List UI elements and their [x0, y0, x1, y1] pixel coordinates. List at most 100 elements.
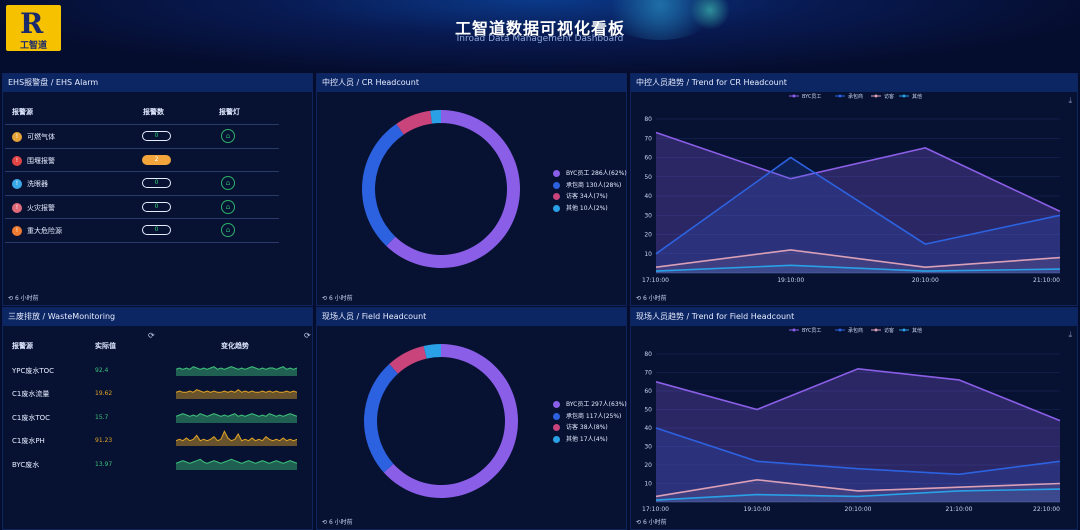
legend-item[interactable]: BYC员工 297人(63%)	[553, 399, 627, 408]
ehs-alarm-panel: EHS报警盘 / EHS Alarm ⟲ 6 小时前	[2, 73, 313, 306]
panel-footer: ⟲ 6 小时前	[8, 295, 39, 302]
column-header: 报警灯	[219, 108, 240, 116]
legend-dot	[553, 181, 560, 189]
alarm-lamp-icon: ⌂	[221, 199, 235, 214]
updated-time: 6 小时前	[328, 519, 353, 526]
legend-label: 其他 10人(2%)	[566, 204, 608, 212]
page-title: 工智道数据可视化看板	[454, 19, 625, 38]
sparkline-line	[176, 430, 297, 442]
waste-source: C1废水TOC	[12, 413, 51, 422]
waste-value: 92.4	[95, 367, 109, 374]
table-row[interactable]: ! 可燃气体 0 ⌂	[5, 125, 279, 149]
refresh-icon[interactable]: ⟳	[148, 331, 155, 340]
legend-dot	[553, 193, 560, 200]
alarm-lamp-icon: ⌂	[221, 223, 235, 237]
sparkline-line	[176, 389, 297, 394]
column-header: 报警源	[12, 342, 33, 350]
alarm-source: 火灾报警	[27, 203, 55, 212]
legend-label: 承包商 117人(25%)	[566, 412, 622, 420]
waste-source: C1废水流量	[12, 390, 50, 399]
warning-icon: !	[12, 155, 22, 166]
alarm-count-badge: 0	[142, 225, 171, 235]
legend-label: 其他 17人(4%)	[566, 435, 608, 443]
table-row[interactable]: ! 火灾报警 0 ⌂	[5, 196, 279, 219]
updated-time: 6 小时前	[14, 295, 39, 302]
legend-item[interactable]: BYC员工 286人(62%)	[553, 168, 627, 177]
waste-source: BYC废水	[12, 460, 40, 469]
page-subtitle: Inroad Data Management Dashboard	[456, 34, 624, 44]
updated-time: 6 小时前	[328, 295, 353, 302]
panel-footer: ⟲ 6 小时前	[322, 295, 353, 302]
column-header: 报警数	[143, 108, 164, 116]
legend-item[interactable]: 其他 17人(4%)	[553, 434, 608, 443]
legend-label: 承包商 130人(28%)	[566, 181, 622, 189]
legend-item[interactable]: 承包商 130人(28%)	[553, 180, 621, 189]
row-divider	[5, 218, 279, 219]
download-icon[interactable]: ⤓	[1068, 330, 1072, 339]
alarm-source: 洗眼器	[27, 180, 48, 188]
trend-sparkline	[176, 389, 297, 400]
updated-time: 6 小时前	[642, 519, 667, 526]
row-divider	[5, 241, 279, 243]
column-header: 报警源	[12, 108, 33, 116]
legend-dot	[553, 435, 560, 443]
waste-value: 91.23	[95, 437, 113, 445]
sparkline-line	[176, 458, 297, 464]
alarm-count-badge: 2	[142, 154, 171, 165]
download-icon[interactable]: ⤓	[1068, 96, 1072, 105]
panel-footer: ⟲ 6 小时前	[636, 295, 667, 302]
legend-label: 访客 38人(8%)	[566, 424, 608, 431]
legend-item[interactable]: 其他 10人(2%)	[553, 203, 608, 212]
waste-source: C1废水PH	[12, 437, 45, 446]
row-divider	[5, 147, 279, 149]
waste-value: 13.97	[95, 460, 113, 468]
waste-source: YPC废水TOC	[12, 367, 55, 375]
legend-dot	[553, 412, 560, 420]
sparkline-line	[176, 412, 297, 417]
panel-title: 现场人员趋势 / Trend for Field Headcount	[631, 308, 1077, 326]
panel-title: 中控人员 / CR Headcount	[317, 74, 626, 92]
row-divider	[5, 171, 279, 172]
alarm-count-badge: 0	[142, 178, 171, 188]
hazard-icon: !	[12, 226, 22, 236]
sparkline-area	[176, 458, 297, 470]
legend-label: BYC员工 286人(62%)	[566, 170, 627, 177]
alarm-source: 围堰报警	[27, 156, 55, 165]
alarm-count-badge: 0	[142, 201, 171, 212]
table-row[interactable]: ! 围堰报警 2	[5, 149, 279, 172]
waste-monitoring-panel: 三废排放 / WasteMonitoring	[2, 307, 313, 530]
updated-time: 6 小时前	[642, 295, 667, 302]
sparkline-line	[176, 366, 297, 370]
waste-value: 15.7	[95, 413, 109, 421]
legend-dot	[553, 170, 560, 177]
alarm-lamp-icon: ⌂	[221, 129, 235, 143]
alarm-source: 重大危险源	[27, 227, 62, 235]
refresh-icon[interactable]: ⟳	[304, 331, 311, 340]
panel-title: 三废排放 / WasteMonitoring	[3, 308, 312, 326]
trend-sparkline	[176, 458, 297, 470]
legend-item[interactable]: 访客 34人(7%)	[553, 191, 608, 200]
legend-item[interactable]: 承包商 117人(25%)	[553, 411, 621, 420]
cr-headcount-panel: 中控人员 / CR Headcount ⟲ 6 小时前	[316, 73, 627, 306]
flame-icon: !	[12, 132, 22, 142]
table-row[interactable]: ! 洗眼器 0 ⌂	[5, 172, 279, 196]
legend-dot	[553, 204, 560, 212]
trend-sparkline	[176, 366, 297, 376]
waste-value: 19.62	[95, 390, 113, 398]
sparkline-area	[176, 431, 297, 447]
legend-label: 访客 34人(7%)	[566, 193, 608, 200]
row-divider	[5, 194, 279, 196]
table-row[interactable]: ! 重大危险源 0 ⌂	[5, 219, 279, 243]
panel-footer: ⟲ 6 小时前	[322, 519, 353, 526]
fire-icon: !	[12, 202, 22, 213]
column-header: 变化趋势	[221, 342, 249, 350]
logo-mark: R	[20, 7, 44, 40]
panel-title: 现场人员 / Field Headcount	[317, 308, 626, 326]
dashboard-header: R 工智道 工智道数据可视化看板 Inroad Data Management …	[0, 0, 1080, 72]
legend-item[interactable]: 访客 38人(8%)	[553, 422, 608, 431]
company-logo: R 工智道	[6, 5, 61, 51]
trend-sparkline	[176, 412, 297, 423]
column-header: 实际值	[95, 342, 116, 350]
alarm-count-badge: 0	[142, 131, 171, 141]
legend-dot	[553, 401, 560, 408]
